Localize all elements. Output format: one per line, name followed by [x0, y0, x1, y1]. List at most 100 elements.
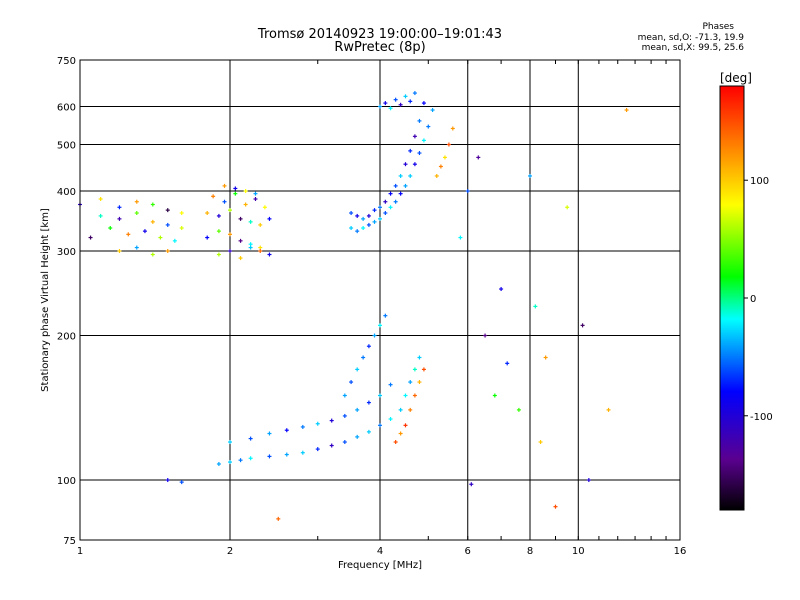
data-point [267, 454, 272, 459]
data-point [172, 238, 177, 243]
data-point [543, 355, 548, 360]
y-tick-label: 200 [57, 332, 76, 343]
data-point [134, 211, 139, 216]
data-point [216, 461, 221, 466]
data-point [228, 232, 232, 237]
x-axis-label: Frequency [MHz] [338, 560, 422, 571]
data-point [238, 458, 243, 463]
data-point [408, 173, 413, 178]
data-point [211, 194, 216, 199]
data-point [98, 213, 103, 218]
data-point [408, 380, 413, 385]
data-point [412, 367, 417, 372]
data-point [393, 440, 398, 445]
data-point [248, 242, 253, 247]
data-point [398, 431, 403, 436]
data-point [624, 108, 629, 113]
data-point [378, 393, 382, 398]
y-tick-label: 300 [57, 247, 76, 258]
data-point [98, 197, 103, 202]
data-point [586, 478, 591, 483]
data-point [222, 183, 227, 188]
data-point [228, 249, 232, 254]
data-point [222, 199, 227, 204]
data-point [134, 199, 139, 204]
data-point [108, 226, 113, 231]
data-point [233, 186, 238, 191]
data-point [458, 235, 463, 240]
data-point [315, 421, 320, 426]
data-point [388, 205, 393, 210]
data-point [408, 148, 413, 153]
data-point [243, 189, 248, 194]
data-point [238, 216, 243, 221]
data-point [421, 367, 426, 372]
data-point [398, 407, 403, 412]
data-point [412, 91, 417, 96]
data-point [216, 229, 221, 234]
data-point [179, 211, 184, 216]
data-point [355, 407, 360, 412]
data-point [421, 138, 426, 143]
data-point [228, 440, 232, 445]
data-point [267, 252, 272, 257]
data-point [117, 216, 122, 221]
data-point [165, 478, 170, 483]
y-tick-label: 500 [57, 141, 76, 152]
x-tick-label: 10 [572, 546, 585, 557]
colorbar-tick-label: 100 [750, 176, 769, 187]
data-point [284, 452, 289, 457]
data-point [417, 151, 422, 156]
data-point [248, 436, 253, 441]
data-point [165, 249, 170, 254]
data-point [355, 213, 360, 218]
data-point [366, 400, 371, 405]
data-point [492, 393, 497, 398]
chart-subtitle: RwPretec (8p) [334, 40, 426, 55]
data-point [442, 155, 447, 160]
data-point [412, 134, 417, 139]
phase-line-x: mean, sd,X: 99.5, 25.6 [641, 43, 744, 53]
data-point [378, 205, 382, 210]
chart-title: Tromsø 20140923 19:00:00–19:01:43 [257, 27, 503, 42]
data-point [388, 382, 393, 387]
data-point [361, 216, 366, 221]
data-point [393, 183, 398, 188]
data-point [403, 423, 408, 428]
data-point [398, 102, 403, 107]
data-point [179, 480, 184, 485]
colorbar-tick-label: 0 [750, 294, 756, 305]
data-point [366, 429, 371, 434]
x-tick-label: 6 [465, 546, 471, 557]
data-point [243, 202, 248, 207]
data-point [165, 222, 170, 227]
data-point [361, 226, 366, 231]
data-point [372, 333, 377, 338]
data-point [533, 304, 538, 309]
data-point [355, 367, 360, 372]
data-point [228, 208, 232, 213]
data-point [398, 173, 403, 178]
data-point [205, 211, 210, 216]
data-point [417, 380, 422, 385]
data-point [342, 413, 347, 418]
data-point [408, 407, 413, 412]
data-point [150, 252, 155, 257]
data-point [366, 344, 371, 349]
data-point [388, 191, 393, 196]
x-tick-label: 8 [527, 546, 533, 557]
data-point [383, 211, 388, 216]
x-tick-label: 2 [227, 546, 233, 557]
y-axis-label: Stationary phase Virtual Height [km] [40, 208, 51, 392]
y-tick-label: 600 [57, 103, 76, 114]
data-point [366, 222, 371, 227]
colorbar-tick-label: -100 [750, 412, 773, 423]
data-point [366, 213, 371, 218]
data-point [262, 205, 267, 210]
data-point [393, 199, 398, 204]
data-point [403, 162, 408, 167]
data-point [378, 323, 382, 328]
data-point [276, 516, 281, 521]
data-points [78, 91, 629, 521]
data-point [465, 189, 470, 194]
